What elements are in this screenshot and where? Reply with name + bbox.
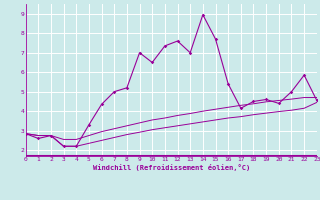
X-axis label: Windchill (Refroidissement éolien,°C): Windchill (Refroidissement éolien,°C): [92, 164, 250, 171]
